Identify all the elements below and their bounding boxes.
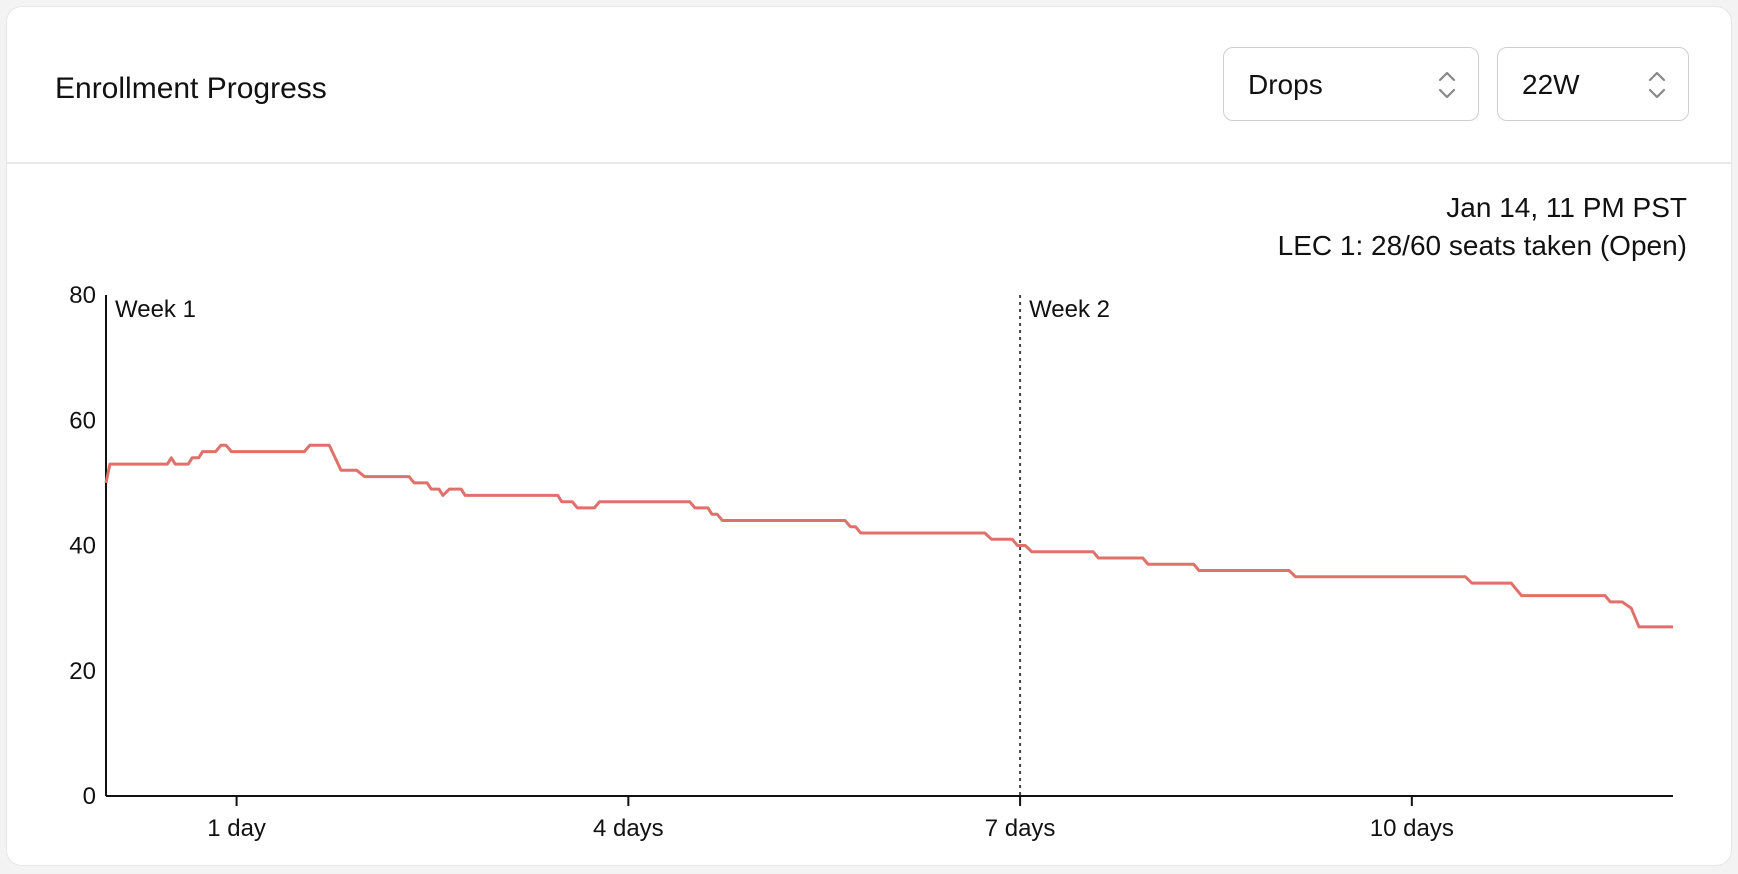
y-tick-label: 20 <box>69 658 96 685</box>
chevron-updown-icon <box>1648 71 1666 99</box>
week-marker-label: Week 2 <box>1029 296 1110 323</box>
chevron-updown-icon <box>1438 71 1456 99</box>
x-tick-label: 7 days <box>985 815 1056 842</box>
page-title: Enrollment Progress <box>55 72 327 105</box>
y-tick-label: 60 <box>69 407 96 434</box>
y-tick-label: 40 <box>69 533 96 560</box>
card-header: Enrollment Progress Drops 22W <box>7 7 1731 164</box>
timestamp: Jan 14, 11 PM PST <box>1446 192 1687 223</box>
term-select-value: 22W <box>1522 69 1580 100</box>
term-select[interactable]: 22W <box>1497 47 1689 121</box>
y-tick-label: 0 <box>83 783 96 810</box>
enrollment-series-line <box>104 443 1673 629</box>
section-status: LEC 1: 28/60 seats taken (Open) <box>1277 230 1687 261</box>
x-tick-label: 1 day <box>207 815 266 842</box>
y-tick-label: 80 <box>69 282 96 309</box>
week-marker-label: Week 1 <box>115 296 196 323</box>
enrollment-card: Enrollment Progress Drops 22W Jan 14, 11… <box>6 6 1732 866</box>
metric-select[interactable]: Drops <box>1223 47 1479 121</box>
x-tick-label: 4 days <box>593 815 664 842</box>
metric-select-value: Drops <box>1248 69 1323 100</box>
x-tick-label: 10 days <box>1370 815 1454 842</box>
